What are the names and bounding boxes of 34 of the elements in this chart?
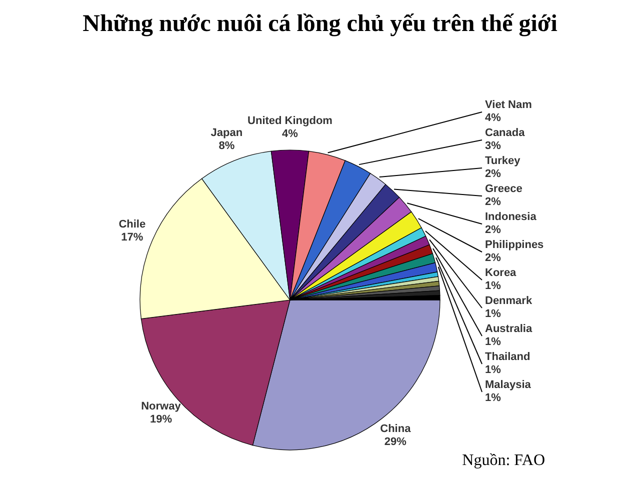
data-label: 1%	[485, 364, 502, 376]
data-label: 3%	[485, 140, 502, 152]
slice-label: Australia	[485, 323, 533, 335]
data-label: 4%	[282, 128, 298, 140]
data-label: 1%	[485, 392, 502, 404]
data-label: 1%	[485, 336, 502, 348]
slice-label: Japan	[210, 127, 243, 140]
data-label: 8%	[218, 140, 235, 152]
data-label: 4%	[485, 112, 502, 124]
slice-label: Malaysia	[485, 379, 532, 391]
data-label: 2%	[485, 224, 502, 236]
slice-label: Viet Nam	[485, 99, 532, 111]
slice-label: Denmark	[485, 295, 533, 307]
data-label: 1%	[485, 280, 502, 292]
data-label: 29%	[384, 436, 407, 448]
slice-label: United Kingdom	[248, 115, 333, 127]
slice-label: Norway	[141, 400, 182, 413]
slice-label: Chile	[118, 218, 146, 231]
slice-label: Thailand	[485, 351, 530, 363]
text: Nguồn: FAO	[462, 452, 545, 469]
data-label: 2%	[485, 252, 502, 264]
slice-label: Greece	[485, 183, 522, 195]
slice-label: China	[380, 422, 412, 435]
data-label: 17%	[121, 232, 144, 244]
data-label: 2%	[485, 196, 502, 208]
slice-label: Canada	[485, 127, 526, 139]
data-label: 1%	[485, 308, 502, 320]
slice-label: Korea	[485, 267, 518, 279]
data-label: 2%	[485, 168, 502, 180]
slice-label: Philippines	[485, 239, 544, 251]
slice-label: Indonesia	[485, 211, 538, 223]
chart-title: Những nước nuôi cá lồng chủ yếu trên thế giới	[82, 11, 558, 37]
slice-label: Turkey	[485, 155, 522, 167]
data-label: 19%	[150, 414, 172, 426]
